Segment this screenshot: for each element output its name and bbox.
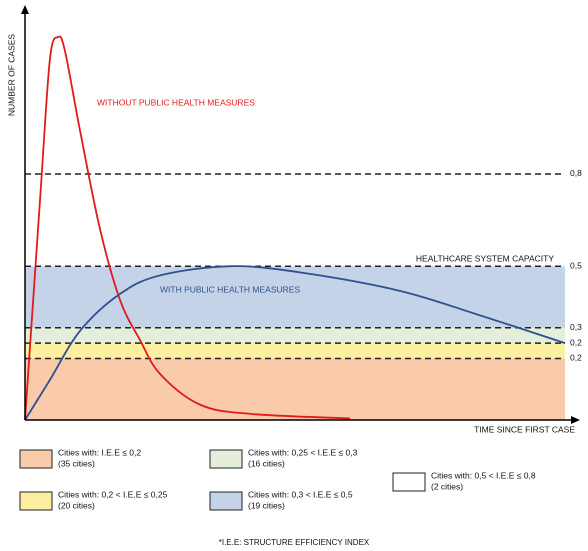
series-label: WITHOUT PUBLIC HEALTH MEASURES [97,97,255,107]
legend-swatch [19,449,53,469]
y-arrow [21,5,29,14]
x-axis-label: TIME SINCE FIRST CASE [474,424,575,434]
y-tick-label: 0,2 [570,337,582,347]
band [25,327,565,344]
band [25,343,565,359]
legend-swatch [209,491,243,511]
legend-note: (20 cities) [58,500,95,510]
grid: 0,8 0,5 0,3 0,2 0,2 [25,168,582,363]
legend-label: Cities with: 0,25 < I.E.E ≤ 0,3 [248,447,358,457]
legend-swatch [392,472,426,492]
curves [24,35,566,421]
y-tick-label: 0,8 [570,168,582,178]
curve [24,265,566,421]
legend-swatch [19,491,53,511]
y-axis-label: NUMBER OF CASES [6,34,16,117]
legend-label: Cities with: 0,2 < I.E.E ≤ 0,25 [58,489,168,499]
y-tick-label: 0,3 [570,322,582,332]
legend-note: (16 cities) [248,458,285,468]
legend-label: Cities with: 0,3 < I.E.E ≤ 0,5 [248,489,353,499]
band [25,173,565,267]
series-label: WITH PUBLIC HEALTH MEASURES [160,284,300,294]
legend-label: Cities with: I.E.E ≤ 0,2 [58,447,141,457]
y-tick-label: 0,5 [570,260,582,270]
footnote: *I.E.E: STRUCTURE EFFICIENCY INDEX [219,538,370,547]
legend-note: (19 cities) [248,500,285,510]
curve [24,35,351,421]
legend: Cities with: I.E.E ≤ 0,2(35 cities) Citie… [19,447,536,511]
y-tick-label: 0,2 [570,353,582,363]
band [25,358,565,420]
legend-label: Cities with: 0,5 < I.E.E ≤ 0,8 [431,470,536,480]
legend-swatch [209,449,243,469]
legend-note: (35 cities) [58,458,95,468]
x-arrow [571,416,580,424]
bands [25,173,565,420]
band [25,266,565,328]
legend-note: (2 cities) [431,481,463,491]
capacity-label: HEALTHCARE SYSTEM CAPACITY [416,253,554,263]
